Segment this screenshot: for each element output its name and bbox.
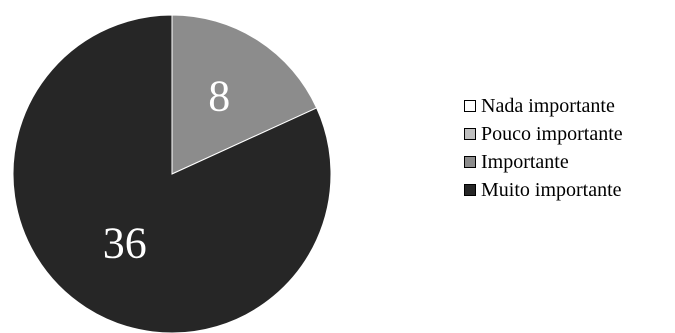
legend-item-muito-importante: Muito importante (464, 176, 623, 204)
legend-label: Importante (481, 150, 569, 173)
legend-swatch (464, 100, 476, 112)
legend-item-pouco-importante: Pouco importante (464, 120, 623, 148)
legend-swatch (464, 184, 476, 196)
legend-swatch (464, 156, 476, 168)
legend-item-nada-importante: Nada importante (464, 92, 623, 120)
data-label-importante: 8 (208, 72, 230, 121)
data-label-muito-importante: 36 (103, 219, 147, 268)
legend-item-importante: Importante (464, 148, 623, 176)
legend-label: Pouco importante (481, 122, 623, 145)
legend-label: Muito importante (481, 178, 622, 201)
legend-label: Nada importante (481, 94, 615, 117)
legend-swatch (464, 128, 476, 140)
pie-slice-importante (171, 14, 318, 175)
pie-slice-muito-importante (12, 14, 332, 333)
legend: Nada importante Pouco importante Importa… (464, 92, 623, 204)
